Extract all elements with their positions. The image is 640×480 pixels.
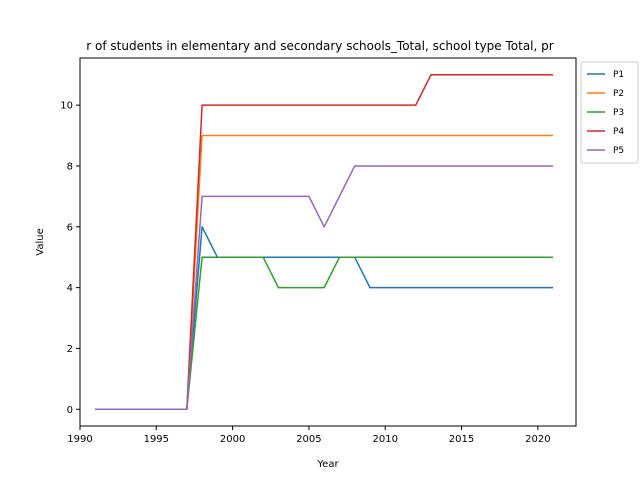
series-line-p3 [95, 256, 554, 411]
x-tick-label: 2020 [525, 434, 550, 445]
legend-label: P1 [613, 70, 624, 80]
series-line-p1 [95, 226, 554, 411]
plot-frame [79, 57, 577, 427]
x-axis-label: Year [316, 459, 339, 470]
y-tick-label: 0 [67, 405, 73, 416]
y-tick-label: 6 [67, 222, 73, 233]
series-line-p2 [95, 134, 554, 411]
legend-label: P2 [613, 89, 624, 99]
y-axis-label: Value [35, 228, 46, 255]
legend-label: P5 [613, 146, 624, 156]
legend-label: P3 [613, 108, 624, 118]
legend-box [580, 61, 639, 164]
x-tick-label: 1995 [144, 434, 169, 445]
plot-area [95, 73, 554, 411]
y-tick-label: 2 [67, 344, 73, 355]
x-tick-label: 2010 [373, 434, 398, 445]
x-tick-label: 2005 [296, 434, 321, 445]
legend-label: P4 [613, 127, 624, 137]
chart-title: r of students in elementary and secondar… [86, 39, 553, 53]
x-tick-label: 1990 [67, 434, 92, 445]
y-tick-label: 4 [67, 283, 73, 294]
y-tick-label: 8 [67, 161, 73, 172]
y-axis: 0 2 4 6 8 10 [60, 101, 80, 416]
x-tick-label: 2000 [220, 434, 245, 445]
legend: P1 P2 P3 P4 P5 [580, 61, 639, 164]
x-axis: 1990 1995 2000 2005 2010 2015 2020 [67, 426, 551, 445]
y-tick-label: 10 [60, 101, 73, 112]
series-line-p5 [95, 165, 554, 411]
series-line-p4 [95, 73, 554, 411]
x-tick-label: 2015 [449, 434, 474, 445]
